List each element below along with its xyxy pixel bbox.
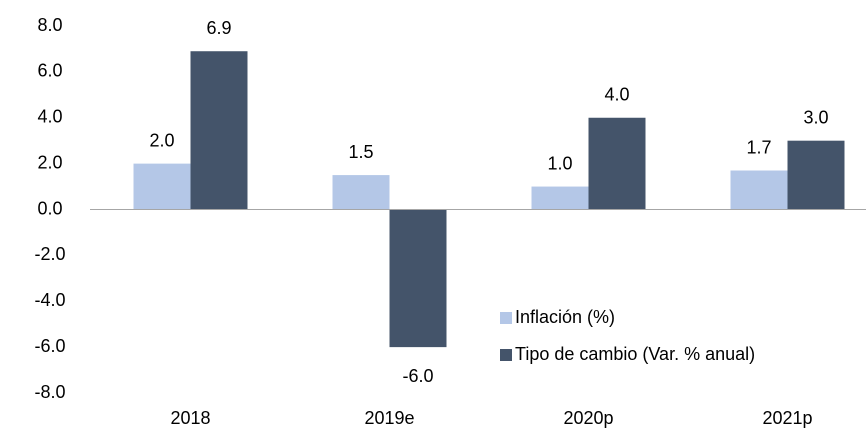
value-label: 1.5: [348, 142, 373, 162]
bar: [389, 209, 447, 348]
value-label: 6.9: [206, 18, 231, 38]
legend-swatch: [500, 349, 512, 361]
value-label: 1.7: [746, 137, 771, 157]
legend-label: Tipo de cambio (Var. % anual): [515, 344, 755, 364]
y-tick-label: 4.0: [37, 107, 62, 127]
bar: [787, 140, 845, 210]
y-tick-label: 2.0: [37, 152, 62, 172]
bar: [190, 51, 248, 210]
legend-swatch: [500, 312, 512, 324]
y-tick-label: -8.0: [34, 382, 65, 402]
x-tick-label: 2021p: [762, 408, 812, 428]
value-label: 2.0: [149, 130, 174, 150]
y-tick-label: -4.0: [34, 290, 65, 310]
bar: [730, 170, 788, 210]
value-label: -6.0: [402, 366, 433, 386]
value-label: 1.0: [547, 153, 572, 173]
y-tick-label: 8.0: [37, 15, 62, 35]
bar: [133, 163, 191, 210]
x-tick-label: 2019e: [364, 408, 414, 428]
y-tick-label: -2.0: [34, 244, 65, 264]
y-tick-label: -6.0: [34, 336, 65, 356]
y-tick-label: 6.0: [37, 61, 62, 81]
bar: [332, 175, 390, 210]
bar: [531, 186, 589, 210]
legend-label: Inflación (%): [515, 307, 615, 327]
value-label: 3.0: [803, 107, 828, 127]
bar: [588, 117, 646, 210]
y-tick-label: 0.0: [37, 198, 62, 218]
x-tick-label: 2018: [170, 408, 210, 428]
value-label: 4.0: [604, 85, 629, 105]
x-tick-label: 2020p: [563, 408, 613, 428]
